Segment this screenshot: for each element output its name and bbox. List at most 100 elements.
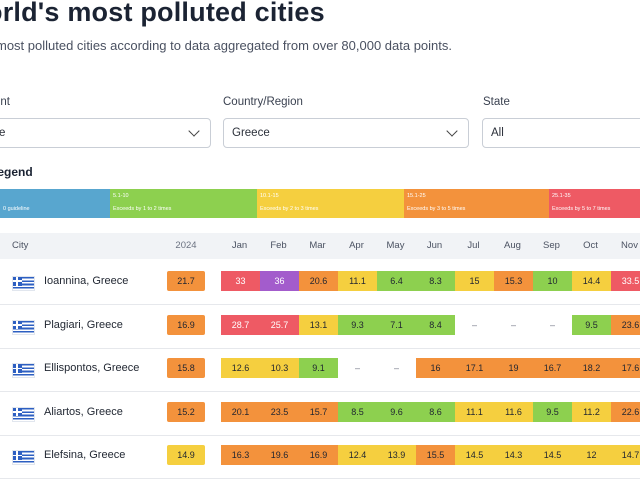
monthly-value-cell: 7.1 [377,314,416,335]
annual-average-cell: 14.9 [167,445,205,466]
table-row[interactable]: Aliartos, Greece 15.2 20.1 23.5 15.7 8.5 9.6 8.… [0,392,640,436]
column-header-month: Nov [621,240,638,251]
monthly-value-cell: 14.5 [533,445,572,466]
monthly-value-cell: 23.6 [611,314,640,335]
greece-flag-icon [12,450,35,466]
filter-value-country: Greece [232,127,270,139]
column-header-month: Aug [504,240,521,251]
filter-select-environment[interactable]: e [0,118,211,148]
legend-segment: 0 guideline [0,189,110,218]
monthly-value-cell: 13.9 [377,445,416,466]
city-name[interactable]: Aliartos, Greece [44,405,123,418]
legend-segment: 25.1-35 Exceeds by 5 to 7 times [549,189,640,218]
city-name[interactable]: Ellispontos, Greece [44,362,140,375]
monthly-value-cell: 11.1 [455,401,494,422]
monthly-value-cell: 12 [572,445,611,466]
greece-flag-icon [12,363,35,379]
monthly-value-cell: 28.7 [221,314,260,335]
monthly-value-cell: 19.6 [260,445,299,466]
monthly-value-cell: 15.7 [299,401,338,422]
monthly-value-cell: 22.6 [611,401,640,422]
monthly-value-cell: 11.6 [494,401,533,422]
city-name[interactable]: Elefsina, Greece [44,449,126,462]
monthly-value-cell: 14.7 [611,445,640,466]
legend-range: 25.1-35 [552,193,571,199]
monthly-value-cell: 14.5 [455,445,494,466]
monthly-value-cell: 15.3 [494,271,533,291]
monthly-value-cell: 15 [455,271,494,291]
column-header-month: Sep [543,240,560,251]
monthly-value-cell: 9.5 [533,401,572,422]
city-name[interactable]: Ioannina, Greece [44,275,129,287]
table-row[interactable]: Plagiari, Greece 16.9 28.7 25.7 13.1 9.3 7.1 8.… [0,305,640,349]
monthly-value-cell: 6.4 [377,271,416,291]
chevron-down-icon [446,125,458,137]
filter-value-environment: e [0,127,6,139]
filter-value-state: All [491,127,504,139]
annual-average-cell: 21.7 [167,271,205,291]
column-header-month: Mar [309,240,326,251]
monthly-value-cell: 16.7 [533,358,572,379]
monthly-value-cell: 9.3 [338,314,377,335]
monthly-value-cell: 16 [416,358,455,379]
monthly-value-cell: 20.6 [299,271,338,291]
annual-average-cell: 15.2 [167,401,205,422]
column-header-city: City [12,240,29,251]
city-name[interactable]: Plagiari, Greece [44,318,123,331]
column-header-month: Feb [270,240,287,251]
filter-select-state[interactable]: All [482,118,640,148]
monthly-value-cell: 33 [221,271,260,291]
monthly-value-cell: 23.5 [260,401,299,422]
column-header-month: May [386,240,405,251]
table-row[interactable]: Elefsina, Greece 14.9 16.3 19.6 16.9 12.4 13.9… [0,435,640,480]
monthly-value-cell: 14.4 [572,271,611,291]
monthly-value-cell: 8.6 [416,401,455,422]
monthly-value-cell: 16.3 [221,445,260,466]
monthly-value-cell: 10 [533,271,572,291]
chevron-down-icon [188,125,200,137]
monthly-value-cell: 8.3 [416,271,455,291]
legend-description: Exceeds by 2 to 3 times [260,206,319,212]
monthly-value-cell: 10.3 [260,358,299,379]
monthly-value-cell: 14.3 [494,445,533,466]
filter-label-state: State [483,96,510,108]
column-header-year: 2024 [175,240,197,251]
legend-segment: 5.1-10 Exceeds by 1 to 2 times [110,189,257,218]
annual-average-cell: 16.9 [167,314,205,335]
monthly-value-cell: 15.5 [416,445,455,466]
monthly-value-cell: 16.9 [299,445,338,466]
legend-description: 0 guideline [3,206,30,212]
monthly-value-cell: 17.1 [455,358,494,379]
greece-flag-icon [12,276,35,291]
column-header-month: Jan [231,240,248,251]
monthly-value-cell: – [377,358,416,379]
column-header-month: Oct [583,240,598,251]
monthly-value-cell: 11.2 [572,401,611,422]
column-header-month: Jul [467,240,480,251]
table-row[interactable]: Ellispontos, Greece 15.8 12.6 10.3 9.1– –16 17… [0,348,640,393]
monthly-value-cell: 9.1 [299,358,338,379]
filter-select-country[interactable]: Greece [223,118,469,148]
column-header-month: Apr [349,240,364,251]
filter-label-country: Country/Region [223,96,303,108]
legend-description: Exceeds by 5 to 7 times [552,206,611,212]
filter-label-environment: ent [0,96,10,108]
monthly-value-cell: 36 [260,271,299,291]
monthly-value-cell: – [338,358,377,379]
annual-average-cell: 15.8 [167,358,205,379]
greece-flag-icon [12,406,35,422]
color-legend: 0 guideline 5.1-10 Exceeds by 1 to 2 times… [0,189,640,218]
monthly-value-cell: – [533,314,572,335]
monthly-value-cell: 25.7 [260,314,299,335]
monthly-value-cell: 18.2 [572,358,611,379]
monthly-value-cell: 8.4 [416,314,455,335]
monthly-value-cell: 12.4 [338,445,377,466]
legend-range: 15.1-25 [407,193,426,199]
monthly-value-cell: 9.6 [377,401,416,422]
legend-range: 10.1-15 [260,193,279,199]
monthly-value-cell: 12.6 [221,358,260,379]
table-row[interactable]: Ioannina, Greece 21.7 33 36 20.6 11.1 6.4 8.3 15… [0,261,640,305]
legend-description: Exceeds by 3 to 5 times [407,206,466,212]
monthly-value-cell: 8.5 [338,401,377,422]
